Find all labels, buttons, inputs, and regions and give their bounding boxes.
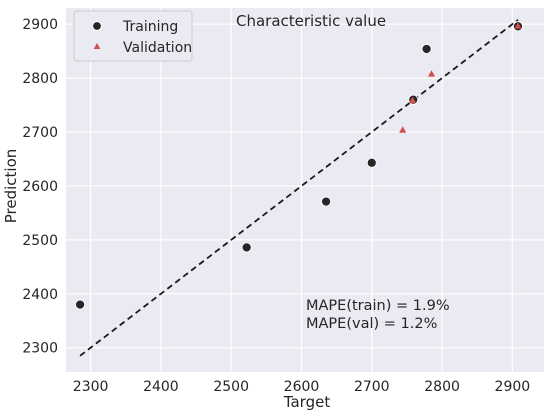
legend-marker-validation [93, 43, 101, 49]
annotation-mape-train: MAPE(train) = 1.9% [306, 298, 450, 314]
legend-label-training: Training [122, 19, 178, 35]
x-axis-label: Target [283, 393, 331, 411]
y-tick-label-5: 2800 [22, 71, 58, 87]
validation-point-3 [514, 22, 522, 29]
x-ticks: 2300 2400 2500 2600 2700 2800 2900 [73, 379, 530, 395]
legend-marker-training [92, 21, 102, 31]
y-tick-label-3: 2600 [22, 179, 58, 195]
x-tick-label-0: 2300 [73, 379, 109, 395]
y-tick-label-0: 2300 [22, 341, 58, 357]
y-axis-label: Prediction [2, 149, 20, 224]
chart-title: Characteristic value [236, 12, 386, 30]
training-point-0 [75, 299, 86, 310]
legend: Training Validation [73, 10, 193, 62]
reference-line [79, 19, 519, 357]
y-tick-label-6: 2900 [22, 17, 58, 33]
x-tick-label-1: 2400 [143, 379, 179, 395]
data-points [75, 21, 524, 310]
y-tick-label-4: 2700 [22, 125, 58, 141]
x-tick-label-6: 2900 [495, 379, 531, 395]
x-tick-label-3: 2600 [284, 379, 320, 395]
legend-box [73, 10, 193, 62]
grid [66, 8, 544, 372]
training-point-3 [366, 157, 377, 168]
y-tick-label-2: 2500 [22, 233, 58, 249]
training-point-1 [241, 242, 252, 253]
validation-point-0 [399, 126, 407, 133]
x-tick-label-4: 2700 [354, 379, 390, 395]
y-ticks: 2300 2400 2500 2600 2700 2800 2900 [22, 17, 58, 357]
annotation-mape-val: MAPE(val) = 1.2% [306, 316, 437, 332]
legend-label-validation: Validation [123, 40, 192, 56]
validation-point-1 [408, 96, 417, 104]
plot-area [66, 8, 544, 372]
training-point-5 [421, 43, 432, 55]
validation-point-2 [427, 70, 436, 77]
x-tick-label-2: 2500 [213, 379, 249, 395]
y-tick-label-1: 2400 [22, 287, 58, 303]
training-point-2 [321, 196, 332, 207]
x-tick-label-5: 2800 [424, 379, 460, 395]
